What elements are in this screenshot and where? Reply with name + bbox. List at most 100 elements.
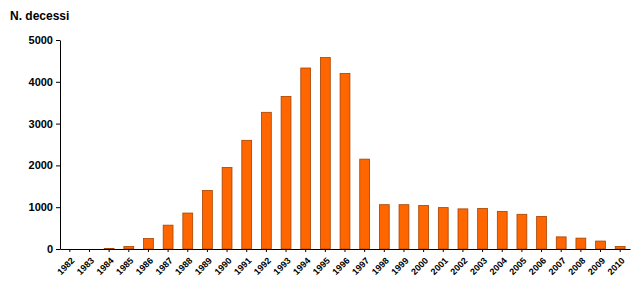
x-tick-mark [403,249,404,252]
x-tick: 1995 [311,249,332,277]
x-tick-label: 1994 [291,256,312,277]
x-tick-mark [109,249,110,252]
x-tick-label: 1992 [252,256,273,277]
x-tick-mark [620,249,621,252]
bar [556,237,566,249]
bar [124,246,134,249]
x-tick: 1993 [271,249,292,277]
x-tick-label: 2004 [488,256,509,277]
x-tick: 1988 [173,249,194,277]
x-tick: 2008 [566,249,587,277]
x-tick-label: 1990 [212,256,233,277]
bar [163,225,173,249]
plot-area [104,58,625,249]
x-tick-label: 2007 [547,256,568,277]
bar [183,213,193,249]
y-tick-label: 5000 [29,34,53,46]
x-tick-mark [266,249,267,252]
bar [615,246,625,249]
x-tick-label: 1986 [134,256,155,277]
bar [419,206,429,249]
x-tick-mark [286,249,287,252]
bar [478,208,488,249]
y-tick-mark [56,249,60,250]
bar [261,112,271,249]
bar [497,211,507,249]
bar [301,68,311,249]
x-tick-mark [305,249,306,252]
bar [399,205,409,249]
bar [360,159,370,249]
x-tick: 2002 [448,249,469,277]
y-tick-mark [56,40,60,41]
x-tick-label: 2003 [468,256,489,277]
x-tick: 1992 [252,249,273,277]
x-tick: 1984 [95,249,116,277]
bar [85,249,95,250]
bar [379,205,389,249]
x-tick: 2000 [409,249,430,277]
y-tick-label: 4000 [29,76,53,88]
x-tick-mark [69,249,70,252]
bar [203,190,213,249]
bar [517,214,527,249]
x-tick-mark [482,249,483,252]
x-tick-mark [580,249,581,252]
x-tick: 1998 [370,249,391,277]
y-tick: 0 [47,243,60,255]
y-tick-label: 0 [47,243,53,255]
y-axis: 0 1000 2000 3000 4000 5000 [29,34,61,255]
y-tick: 4000 [29,76,60,88]
x-tick: 1986 [134,249,155,277]
y-tick-label: 1000 [29,201,53,213]
x-tick-label: 2001 [429,256,450,277]
x-tick: 2001 [429,249,450,277]
y-tick-label: 3000 [29,118,53,130]
x-tick-label: 1989 [193,256,214,277]
x-tick: 2003 [468,249,489,277]
x-tick-label: 1983 [75,256,96,277]
x-tick-mark [345,249,346,252]
y-tick: 3000 [29,118,60,130]
y-tick: 1000 [29,201,60,213]
x-tick-label: 2000 [409,256,430,277]
x-tick-mark [89,249,90,252]
x-tick-mark [462,249,463,252]
x-tick-mark [227,249,228,252]
x-tick-mark [384,249,385,252]
y-tick: 2000 [29,159,60,171]
x-tick-label: 1988 [173,256,194,277]
x-tick-mark [148,249,149,252]
y-tick-mark [56,82,60,83]
x-tick: 2005 [507,249,528,277]
x-tick-mark [128,249,129,252]
x-tick-label: 1998 [370,256,391,277]
x-tick-label: 1999 [389,256,410,277]
x-tick: 1994 [291,249,312,277]
x-tick-label: 2010 [606,256,627,277]
bar [576,238,586,249]
y-tick-mark [56,124,60,125]
x-tick: 1997 [350,249,371,277]
x-tick-mark [325,249,326,252]
x-tick-mark [521,249,522,252]
x-tick-mark [600,249,601,252]
x-tick: 1989 [193,249,214,277]
x-tick-label: 1997 [350,256,371,277]
x-tick-mark [246,249,247,252]
x-tick: 2010 [606,249,627,277]
x-tick: 1985 [114,249,135,277]
bar [281,96,291,249]
x-tick: 1996 [330,249,351,277]
x-tick-label: 1985 [114,256,135,277]
x-tick: 1982 [55,249,76,277]
x-axis: 1982198319841985198619871988198919901991… [55,249,630,277]
bar [596,241,606,249]
y-tick: 5000 [29,34,60,46]
x-tick: 1987 [154,249,175,277]
x-tick: 2006 [527,249,548,277]
bar [104,248,114,249]
bar [537,216,547,249]
bar [340,73,350,249]
x-tick-label: 1993 [271,256,292,277]
